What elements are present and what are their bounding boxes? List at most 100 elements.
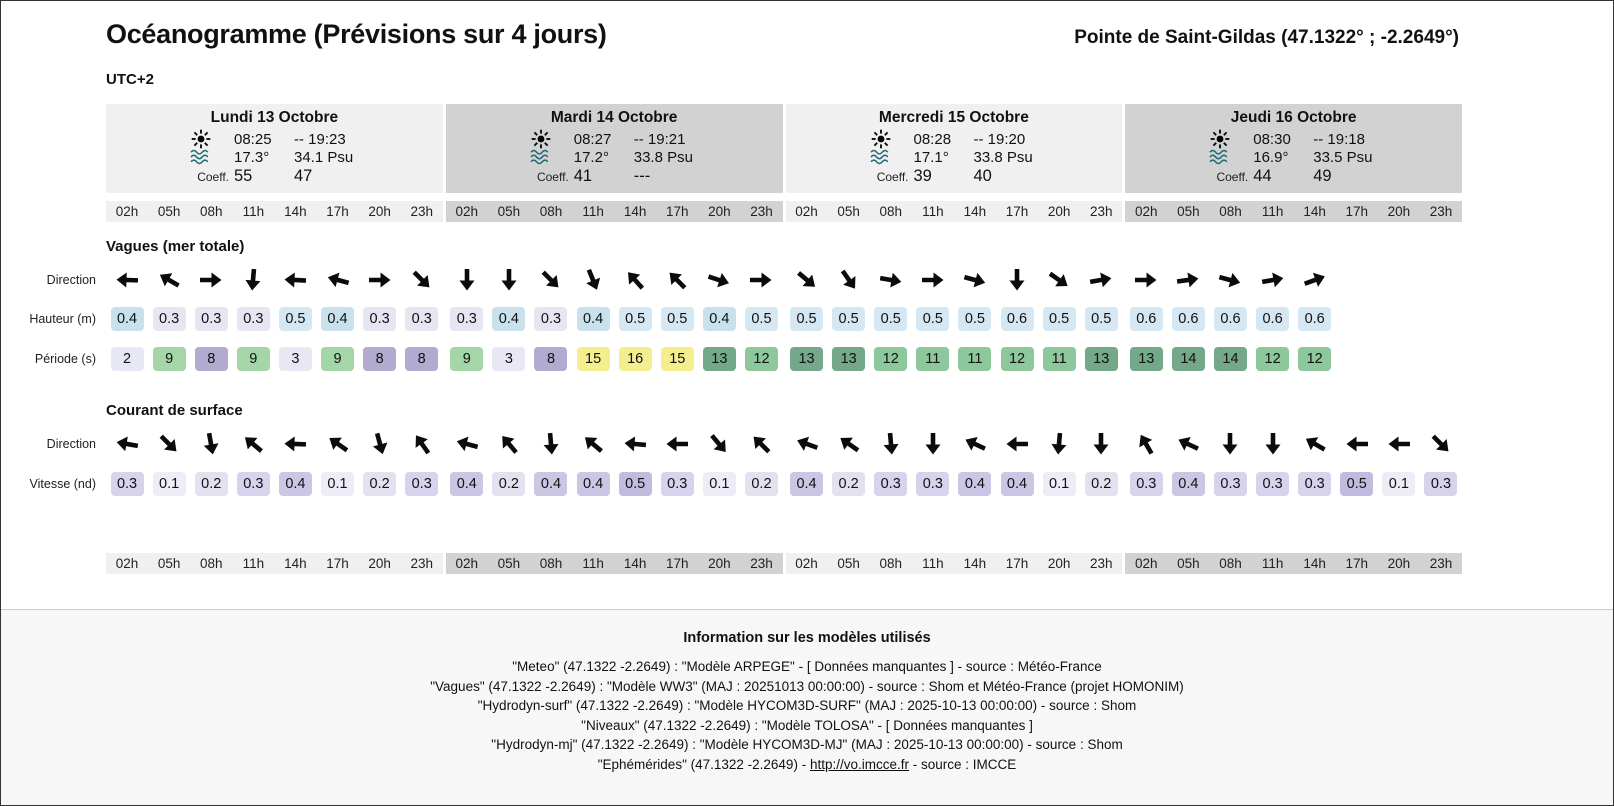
sunrise-time: 08:30: [1253, 130, 1291, 148]
cell-slot: 0.1: [148, 471, 190, 497]
current-direction-arrow-icon: [1387, 432, 1411, 456]
cell-slot: [446, 426, 488, 462]
sun-times-row: 08:27 -- 19:21: [508, 128, 783, 149]
footer-title: Information sur les modèles utilisés: [683, 630, 931, 646]
hour-label: 17h: [666, 555, 689, 571]
day-cells: 13 14 14 12 12: [1125, 346, 1462, 372]
hour-label: 05h: [497, 555, 521, 571]
current-speed-cell: 0.3: [236, 471, 270, 496]
cell-slot: [1378, 346, 1420, 372]
hour-label: 11h: [582, 555, 604, 571]
hour-label: 05h: [837, 203, 860, 219]
current-direction-arrow-icon: [623, 432, 647, 456]
cell-slot: 3: [488, 346, 530, 372]
day-cells: 0.6 0.6 0.6 0.6 0.6: [1125, 306, 1462, 332]
wave-period-cell: 15: [660, 346, 694, 371]
hour-label: 11h: [242, 555, 265, 571]
salinity: 33.8 Psu: [633, 148, 693, 166]
hour-label: 20h: [708, 555, 731, 571]
cell-slot: 11: [954, 346, 996, 372]
imcce-link[interactable]: http://vo.imcce.fr: [809, 756, 909, 772]
current-direction-arrow-icon: [455, 432, 479, 456]
cell-slot: [698, 426, 740, 462]
day-cells: [106, 426, 443, 462]
waves-icon: [189, 149, 213, 165]
cell-slot: 0.4: [572, 471, 614, 497]
cell-slot: [1378, 262, 1420, 298]
cell-slot: 12: [996, 346, 1038, 372]
current-speed-cell: 0.1: [702, 471, 736, 496]
tide-coeff-row: Coeff. 41 ---: [508, 167, 783, 187]
cell-slot: [1038, 426, 1080, 462]
cell-slot: [1420, 262, 1462, 298]
wave-height-cell: 0.5: [874, 306, 908, 331]
day-cells: 0.3 0.1 0.2 0.3 0.4 0.1 0.2 0.3: [106, 471, 443, 497]
day-header: Mercredi 15 Octobre 08:28 -- 19:20 17.1° 33.…: [785, 104, 1123, 193]
cell-slot: 9: [316, 346, 358, 372]
timezone-label: UTC+2: [106, 71, 154, 88]
cell-slot: [274, 262, 316, 298]
cell-slot: 0.5: [614, 306, 656, 332]
current-speed-cell: 0.2: [744, 471, 778, 496]
current-direction-arrow-icon: [497, 432, 521, 456]
hour-label: 14h: [1303, 203, 1326, 219]
current-speed-cell: 0.3: [1213, 471, 1247, 496]
cell-slot: 0.2: [190, 471, 232, 497]
cell-slot: 9: [232, 346, 274, 372]
sun-icon: [1209, 128, 1231, 150]
wave-height-cell: 0.5: [790, 306, 824, 331]
current-speed-cell: 0.4: [450, 471, 484, 496]
hour-label: 20h: [1387, 555, 1411, 571]
current-speed-cell: 0.3: [1298, 471, 1332, 496]
current-direction-arrow-icon: [410, 432, 434, 456]
cell-slot: [656, 426, 698, 462]
current-direction-arrow-icon: [326, 432, 350, 456]
wave-period-cell: 13: [702, 346, 736, 371]
cell-slot: [828, 426, 870, 462]
cell-slot: 0.5: [274, 306, 316, 332]
cell-slot: [1420, 346, 1462, 372]
salinity: 33.5 Psu: [1313, 148, 1373, 166]
current-direction-arrow-icon: [1345, 432, 1369, 456]
day-cells: 9 3 8 15 16 15 13 12: [446, 346, 783, 372]
cell-slot: 0.4: [698, 306, 740, 332]
cell-slot: [912, 426, 954, 462]
current-direction-arrow-icon: [241, 432, 265, 456]
sun-separator: --: [1313, 130, 1328, 148]
hour-label: 20h: [1387, 203, 1411, 219]
wave-period-cell: 13: [790, 346, 824, 371]
coeff-value-1: 44: [1253, 167, 1272, 186]
current-direction-arrow-icon: [1261, 432, 1285, 456]
current-speed-row: Vitesse (nd) 0.3 0.1 0.2 0.3 0.4 0.1 0.2 0.3 0.4 0…: [30, 471, 1462, 497]
model-info-line: "Meteo" (47.1322 -2.2649) : "Modèle ARPE…: [512, 659, 1102, 674]
cell-slot: 0.3: [1125, 471, 1167, 497]
current-speed-cell: 0.2: [492, 471, 526, 496]
day-hours: 02h 05h 08h 11h 14h 17h 20h 23h: [1125, 552, 1462, 574]
wave-period-cell: 16: [618, 346, 652, 371]
current-direction-arrow-icon: [157, 432, 181, 456]
cell-slot: [828, 262, 870, 298]
sun-separator: --: [973, 130, 988, 148]
salinity: 33.8 Psu: [973, 148, 1033, 166]
day-hours: 02h 05h 08h 11h 14h 17h 20h 23h: [106, 552, 443, 574]
hour-label: 05h: [1177, 555, 1200, 571]
cell-slot: [401, 262, 443, 298]
cell-slot: [316, 262, 358, 298]
cell-slot: 16: [614, 346, 656, 372]
tide-coeff-row: Coeff. 44 49: [1187, 167, 1462, 187]
model-info-line: "Niveaux" (47.1322 -2.2649) : "Modèle TO…: [581, 717, 1033, 733]
cell-slot: 0.6: [996, 306, 1038, 332]
coeff-value-2: 40: [973, 167, 992, 186]
hour-label: 02h: [115, 203, 139, 219]
wave-direction-arrow-icon: [707, 268, 731, 292]
hour-label: 05h: [837, 555, 860, 571]
current-direction-arrow-icon: [1303, 432, 1327, 456]
cell-slot: 0.3: [1294, 471, 1336, 497]
wave-height-cell: 0.5: [832, 306, 866, 331]
current-speed-cell: 0.3: [405, 471, 439, 496]
section-title-current: Courant de surface: [106, 401, 243, 419]
wave-period-cell: 11: [958, 346, 992, 371]
day-cells: [786, 262, 1123, 298]
day-cells: 0.3 0.4 0.3 0.4 0.5 0.5 0.4 0.5: [446, 306, 783, 332]
current-direction-arrow-icon: [283, 432, 307, 456]
